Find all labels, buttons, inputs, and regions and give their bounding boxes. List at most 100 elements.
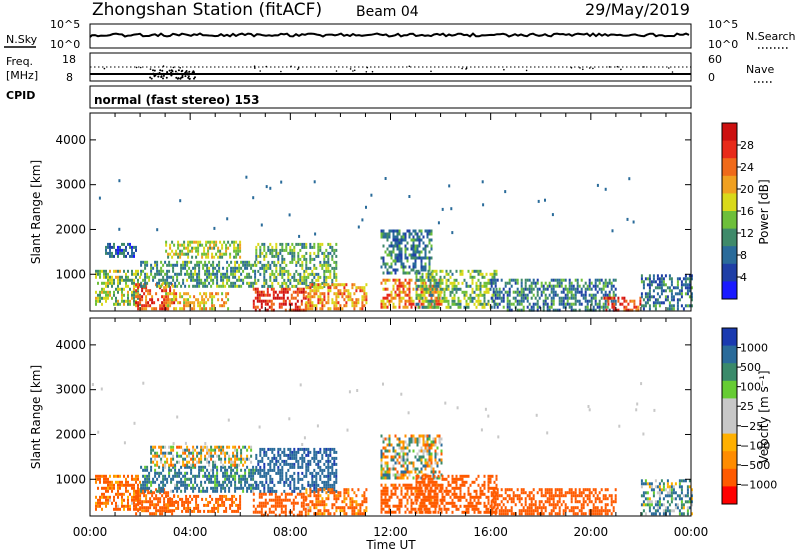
echo-cell xyxy=(274,513,277,517)
echo-cell xyxy=(277,471,280,475)
echo-cell xyxy=(274,507,277,511)
echo-cell xyxy=(179,255,182,259)
echo-cell xyxy=(99,477,101,481)
echo-cell xyxy=(335,248,338,252)
echo-cell xyxy=(508,278,511,282)
echo-cell xyxy=(142,269,145,273)
echo-cell xyxy=(177,240,180,244)
echo-cell xyxy=(295,486,298,490)
echo-cell xyxy=(184,471,187,475)
echo-cell xyxy=(286,290,289,294)
echo-cell xyxy=(169,301,172,305)
echo-cell xyxy=(142,483,145,487)
echo-cell xyxy=(212,460,215,464)
echo-cell xyxy=(154,471,157,475)
echo-cell xyxy=(658,277,661,281)
echo-cell xyxy=(382,476,385,480)
echo-cell xyxy=(230,471,233,475)
echo-cell xyxy=(588,299,591,303)
echo-cell xyxy=(137,486,139,490)
echo-cell xyxy=(417,480,420,484)
echo-cell xyxy=(163,286,166,290)
echo-cell xyxy=(380,476,383,480)
echo-cell xyxy=(187,500,190,504)
echo-cell xyxy=(225,509,228,513)
colorbar-swatch xyxy=(722,263,737,282)
echo-cell xyxy=(248,445,251,449)
echo-cell xyxy=(610,287,613,291)
echo-cell xyxy=(654,304,657,308)
echo-cell xyxy=(307,453,310,457)
echo-cell xyxy=(406,452,409,456)
echo-cell xyxy=(246,477,249,481)
echo-cell xyxy=(524,281,527,285)
echo-cell xyxy=(345,283,348,287)
echo-cell xyxy=(235,249,238,253)
echo-cell xyxy=(127,480,129,484)
echo-cell xyxy=(250,454,253,458)
echo-cell xyxy=(319,275,322,279)
echo-cell xyxy=(333,512,336,516)
echo-cell xyxy=(416,235,419,239)
echo-cell xyxy=(133,489,135,493)
echo-cell xyxy=(172,263,175,267)
echo-cell xyxy=(298,513,301,517)
echo-cell xyxy=(311,483,314,487)
echo-cell xyxy=(166,457,169,461)
echo-cell xyxy=(317,278,320,282)
echo-cell xyxy=(345,512,348,516)
echo-cell xyxy=(219,252,222,256)
echo-cell xyxy=(406,498,409,502)
echo-cell xyxy=(238,278,241,282)
nave-point xyxy=(290,65,292,68)
echo-cell xyxy=(516,281,519,285)
echo-cell xyxy=(105,275,107,279)
echo-cell xyxy=(194,463,197,467)
echo-cell xyxy=(200,281,203,285)
echo-cell xyxy=(490,278,493,282)
echo-cell xyxy=(345,295,348,299)
echo-cell xyxy=(180,263,183,267)
echo-cell xyxy=(400,235,403,239)
echo-cell xyxy=(246,263,249,267)
echo-cell xyxy=(325,266,328,270)
echo-cell xyxy=(363,295,366,299)
echo-cell xyxy=(297,465,300,469)
echo-cell xyxy=(315,462,318,466)
echo-cell xyxy=(218,454,221,458)
echo-cell xyxy=(218,269,221,273)
echo-cell xyxy=(221,503,224,507)
echo-cell xyxy=(425,290,428,294)
echo-cell xyxy=(181,307,184,311)
echo-cell xyxy=(153,301,156,305)
echo-cell xyxy=(408,293,411,297)
echo-cell xyxy=(263,483,266,487)
echo-cell xyxy=(133,495,135,499)
echo-cell xyxy=(449,293,452,297)
echo-cell xyxy=(263,245,266,249)
nsky-panel: N.Sky 10^5 10^0 10^5 10^0 N.Search xyxy=(4,18,796,51)
echo-cell xyxy=(355,494,358,498)
echo-cell xyxy=(254,287,257,291)
echo-cell xyxy=(660,301,663,305)
echo-cell xyxy=(300,287,303,291)
colorbar-tick-label: 16 xyxy=(740,205,754,218)
echo-cell xyxy=(436,476,439,480)
echo-cell xyxy=(184,448,187,452)
echo-cell xyxy=(386,232,389,236)
echo-cell xyxy=(414,498,417,502)
echo-cell xyxy=(516,293,519,297)
echo-cell xyxy=(421,293,424,297)
echo-cell xyxy=(658,283,661,287)
echo-cell xyxy=(105,501,107,505)
echo-cell xyxy=(429,480,432,484)
echo-cell xyxy=(290,510,293,514)
echo-cell xyxy=(331,278,334,282)
echo-cell xyxy=(296,299,299,303)
echo-cell xyxy=(165,292,168,296)
echo-cell xyxy=(174,465,177,469)
echo-cell xyxy=(421,305,424,309)
echo-cell xyxy=(129,507,131,511)
echo-cell xyxy=(331,283,334,287)
echo-cell xyxy=(213,226,216,230)
